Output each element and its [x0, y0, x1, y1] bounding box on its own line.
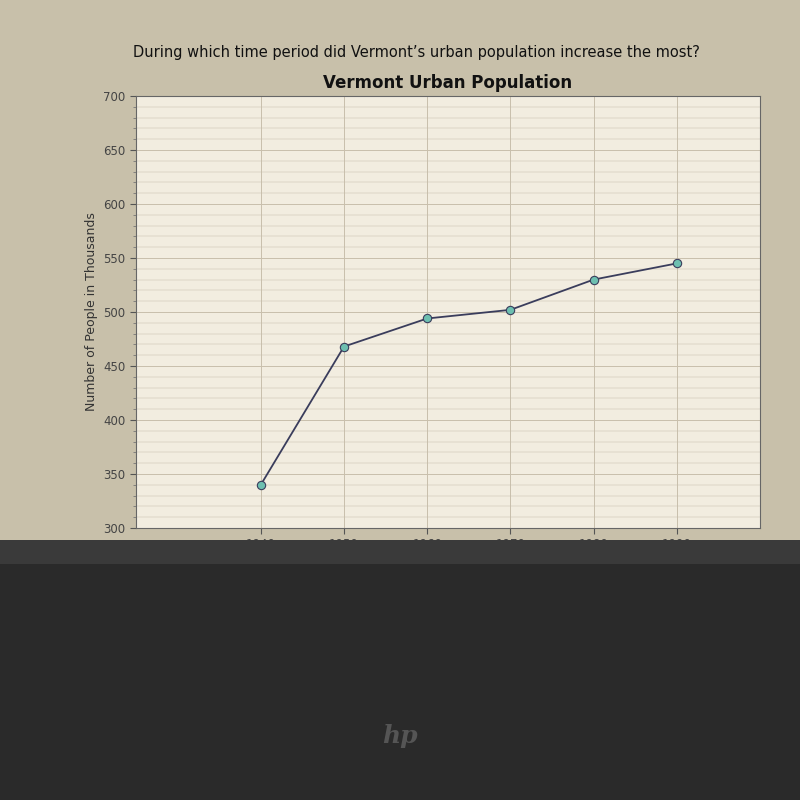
Text: hp: hp — [382, 724, 418, 748]
Text: During which time period did Vermont’s urban population increase the most?: During which time period did Vermont’s u… — [133, 45, 699, 59]
Y-axis label: Number of People in Thousands: Number of People in Thousands — [85, 213, 98, 411]
X-axis label: Year: Year — [434, 557, 462, 570]
Title: Vermont Urban Population: Vermont Urban Population — [323, 74, 573, 92]
